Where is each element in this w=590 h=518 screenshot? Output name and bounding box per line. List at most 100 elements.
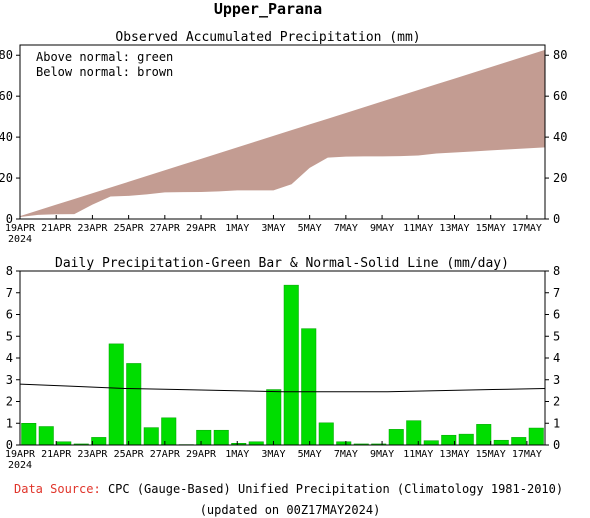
x-tick-label: 5MAY xyxy=(298,223,322,234)
y-tick-label-right: 4 xyxy=(553,351,560,365)
data-source-text: CPC (Gauge-Based) Unified Precipitation … xyxy=(107,482,564,496)
y-tick-label-left: 3 xyxy=(6,373,13,387)
x-tick-label: 15MAY xyxy=(476,449,506,460)
below-normal-area xyxy=(20,49,545,217)
y-tick-label-right: 1 xyxy=(553,416,560,430)
x-tick-label: 27APR xyxy=(150,223,181,234)
y-tick-label-right: 2 xyxy=(553,395,560,409)
x-tick-label: 11MAY xyxy=(403,223,433,234)
accumulated-plot-frame xyxy=(19,44,546,220)
y-tick-label-left: 2 xyxy=(6,395,13,409)
x-tick-label: 25APR xyxy=(114,449,145,460)
x-tick-label: 13MAY xyxy=(439,449,469,460)
y-tick-label-right: 7 xyxy=(553,286,560,300)
legend-above: Above normal: green xyxy=(36,50,173,64)
y-tick-label-right: 40 xyxy=(553,130,567,144)
normal-line xyxy=(19,383,546,393)
daily-bar xyxy=(38,426,54,446)
updated-text: (updated on 00Z17MAY2024) xyxy=(199,503,381,517)
x-tick-label: 7MAY xyxy=(334,223,358,234)
daily-bar xyxy=(143,427,159,446)
y-tick-label-left: 40 xyxy=(0,130,13,144)
daily-bar xyxy=(301,328,317,446)
x-tick-label: 23APR xyxy=(77,223,108,234)
daily-bar xyxy=(511,437,527,446)
x-tick-label: 3MAY xyxy=(261,449,285,460)
daily-plot-frame xyxy=(19,270,546,446)
daily-bar xyxy=(21,423,37,446)
daily-bars xyxy=(21,284,544,446)
daily-bar xyxy=(458,433,474,446)
daily-bar xyxy=(406,420,422,446)
y-tick-label-left: 4 xyxy=(6,351,13,365)
x-tick-label: 25APR xyxy=(114,223,145,234)
legend-below: Below normal: brown xyxy=(36,65,173,79)
y-tick-label-right: 80 xyxy=(553,48,567,62)
y-tick-label-right: 8 xyxy=(553,264,560,278)
y-tick-label-left: 7 xyxy=(6,286,13,300)
daily-bar xyxy=(493,439,509,446)
x-tick-label: 29APR xyxy=(186,449,217,460)
y-tick-label-left: 8 xyxy=(6,264,13,278)
x-tick-label: 15MAY xyxy=(476,223,506,234)
x-tick-label: 7MAY xyxy=(334,449,358,460)
y-tick-label-right: 3 xyxy=(553,373,560,387)
x-year-label: 2024 xyxy=(8,460,32,471)
daily-bar xyxy=(196,429,212,446)
x-year-label: 2024 xyxy=(8,234,32,245)
daily-axes: 0 0 1 1 2 2 3 3 4 4 5 5 6 6 7 7 8 8 19APR 21APR 23APR 25APR 27… xyxy=(5,264,560,471)
x-tick-label: 29APR xyxy=(186,223,217,234)
x-tick-label: 9MAY xyxy=(370,449,394,460)
daily-bar xyxy=(266,389,282,446)
accumulated-panel: Observed Accumulated Precipitation (mm) … xyxy=(0,30,567,245)
accumulated-axes: 0 0 20 20 40 40 60 60 80 80 19APR 21APR 23APR 25APR 27… xyxy=(0,48,567,245)
daily-bar xyxy=(161,417,177,446)
daily-bar xyxy=(213,429,229,446)
daily-bar xyxy=(108,343,124,446)
daily-bar xyxy=(528,427,544,446)
y-tick-label-left: 6 xyxy=(6,308,13,322)
x-tick-label: 5MAY xyxy=(298,449,322,460)
x-tick-label: 11MAY xyxy=(403,449,433,460)
x-tick-label: 17MAY xyxy=(512,223,542,234)
y-tick-label-right: 60 xyxy=(553,89,567,103)
daily-bar xyxy=(283,284,299,446)
x-tick-label: 9MAY xyxy=(370,223,394,234)
x-tick-label: 3MAY xyxy=(261,223,285,234)
daily-bar xyxy=(423,440,439,446)
y-tick-label-right: 6 xyxy=(553,308,560,322)
y-tick-label-left: 80 xyxy=(0,48,13,62)
accumulated-title: Observed Accumulated Precipitation (mm) xyxy=(115,30,420,45)
daily-bar xyxy=(388,429,404,446)
daily-bar xyxy=(476,424,492,446)
x-tick-label: 17MAY xyxy=(512,449,542,460)
daily-bar xyxy=(318,422,334,446)
daily-panel: Daily Precipitation-Green Bar & Normal-S… xyxy=(5,256,560,471)
daily-bar xyxy=(441,434,457,446)
y-tick-label-left: 0 xyxy=(6,438,13,452)
x-tick-label: 13MAY xyxy=(439,223,469,234)
x-tick-label: 21APR xyxy=(41,449,72,460)
daily-bar xyxy=(126,363,142,446)
x-tick-label: 21APR xyxy=(41,223,72,234)
y-tick-label-right: 0 xyxy=(553,438,560,452)
y-tick-label-left: 5 xyxy=(6,329,13,343)
y-tick-label-left: 1 xyxy=(6,416,13,430)
data-source-label: Data Source: xyxy=(14,482,101,496)
x-tick-label: 19APR xyxy=(5,449,36,460)
updated-line: (updated on 00Z17MAY2024) xyxy=(0,503,580,517)
chart-title: Upper_Parana xyxy=(214,0,322,18)
x-tick-label: 1MAY xyxy=(225,449,249,460)
y-tick-label-left: 60 xyxy=(0,89,13,103)
y-tick-label-left: 0 xyxy=(6,212,13,226)
data-source-line: Data Source: CPC (Gauge-Based) Unified P… xyxy=(14,482,590,496)
daily-bar xyxy=(91,437,107,446)
y-tick-label-left: 20 xyxy=(0,171,13,185)
daily-title: Daily Precipitation-Green Bar & Normal-S… xyxy=(55,256,509,271)
x-tick-label: 27APR xyxy=(150,449,181,460)
y-tick-label-right: 0 xyxy=(553,212,560,226)
x-tick-label: 19APR xyxy=(5,223,36,234)
x-tick-label: 1MAY xyxy=(225,223,249,234)
y-tick-label-right: 20 xyxy=(553,171,567,185)
